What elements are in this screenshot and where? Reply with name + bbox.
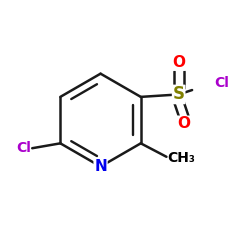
Text: Cl: Cl — [214, 76, 229, 90]
Text: O: O — [177, 116, 190, 131]
Text: CH₃: CH₃ — [168, 151, 195, 165]
Text: S: S — [173, 86, 185, 103]
Text: O: O — [172, 55, 185, 70]
Text: N: N — [94, 159, 107, 174]
Text: Cl: Cl — [16, 141, 31, 155]
